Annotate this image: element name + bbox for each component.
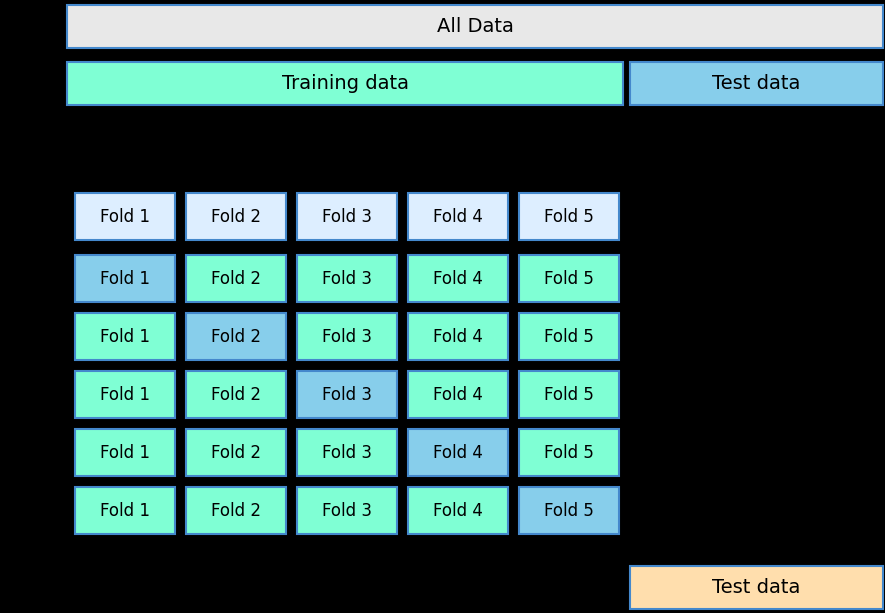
Text: Fold 3: Fold 3 — [322, 270, 372, 287]
Text: Fold 4: Fold 4 — [433, 501, 483, 519]
Text: Fold 4: Fold 4 — [433, 443, 483, 462]
Text: Fold 5: Fold 5 — [544, 207, 594, 226]
FancyBboxPatch shape — [297, 193, 397, 240]
FancyBboxPatch shape — [75, 313, 175, 360]
FancyBboxPatch shape — [408, 487, 508, 534]
Text: Fold 4: Fold 4 — [433, 386, 483, 403]
Text: Fold 4: Fold 4 — [433, 207, 483, 226]
Text: Fold 1: Fold 1 — [100, 386, 150, 403]
Text: Fold 1: Fold 1 — [100, 327, 150, 346]
FancyBboxPatch shape — [408, 313, 508, 360]
FancyBboxPatch shape — [67, 5, 883, 48]
FancyBboxPatch shape — [519, 371, 619, 418]
Text: Fold 3: Fold 3 — [322, 327, 372, 346]
Text: Fold 1: Fold 1 — [100, 443, 150, 462]
Text: Fold 2: Fold 2 — [211, 386, 261, 403]
Text: Fold 2: Fold 2 — [211, 207, 261, 226]
FancyBboxPatch shape — [75, 429, 175, 476]
Text: Fold 1: Fold 1 — [100, 270, 150, 287]
FancyBboxPatch shape — [630, 566, 883, 609]
FancyBboxPatch shape — [186, 193, 286, 240]
FancyBboxPatch shape — [630, 62, 883, 105]
FancyBboxPatch shape — [186, 255, 286, 302]
Text: Test data: Test data — [712, 578, 801, 597]
Text: Fold 2: Fold 2 — [211, 443, 261, 462]
FancyBboxPatch shape — [186, 487, 286, 534]
FancyBboxPatch shape — [408, 255, 508, 302]
Text: Fold 5: Fold 5 — [544, 443, 594, 462]
FancyBboxPatch shape — [75, 371, 175, 418]
FancyBboxPatch shape — [297, 255, 397, 302]
Text: Fold 4: Fold 4 — [433, 327, 483, 346]
Text: Fold 3: Fold 3 — [322, 501, 372, 519]
FancyBboxPatch shape — [67, 62, 623, 105]
FancyBboxPatch shape — [519, 255, 619, 302]
Text: Fold 3: Fold 3 — [322, 443, 372, 462]
FancyBboxPatch shape — [519, 487, 619, 534]
Text: Fold 2: Fold 2 — [211, 270, 261, 287]
Text: Fold 5: Fold 5 — [544, 501, 594, 519]
FancyBboxPatch shape — [75, 487, 175, 534]
Text: Fold 2: Fold 2 — [211, 327, 261, 346]
Text: Fold 3: Fold 3 — [322, 207, 372, 226]
FancyBboxPatch shape — [519, 313, 619, 360]
Text: All Data: All Data — [436, 17, 513, 36]
FancyBboxPatch shape — [297, 371, 397, 418]
Text: Fold 4: Fold 4 — [433, 270, 483, 287]
Text: Fold 3: Fold 3 — [322, 386, 372, 403]
FancyBboxPatch shape — [75, 255, 175, 302]
FancyBboxPatch shape — [186, 371, 286, 418]
FancyBboxPatch shape — [297, 487, 397, 534]
Text: Fold 5: Fold 5 — [544, 386, 594, 403]
FancyBboxPatch shape — [186, 429, 286, 476]
Text: Fold 1: Fold 1 — [100, 501, 150, 519]
FancyBboxPatch shape — [408, 193, 508, 240]
Text: Fold 5: Fold 5 — [544, 327, 594, 346]
FancyBboxPatch shape — [408, 429, 508, 476]
Text: Test data: Test data — [712, 74, 801, 93]
FancyBboxPatch shape — [519, 429, 619, 476]
FancyBboxPatch shape — [75, 193, 175, 240]
Text: Training data: Training data — [281, 74, 409, 93]
FancyBboxPatch shape — [297, 313, 397, 360]
Text: Fold 1: Fold 1 — [100, 207, 150, 226]
FancyBboxPatch shape — [297, 429, 397, 476]
FancyBboxPatch shape — [186, 313, 286, 360]
FancyBboxPatch shape — [519, 193, 619, 240]
Text: Fold 5: Fold 5 — [544, 270, 594, 287]
Text: Fold 2: Fold 2 — [211, 501, 261, 519]
FancyBboxPatch shape — [408, 371, 508, 418]
